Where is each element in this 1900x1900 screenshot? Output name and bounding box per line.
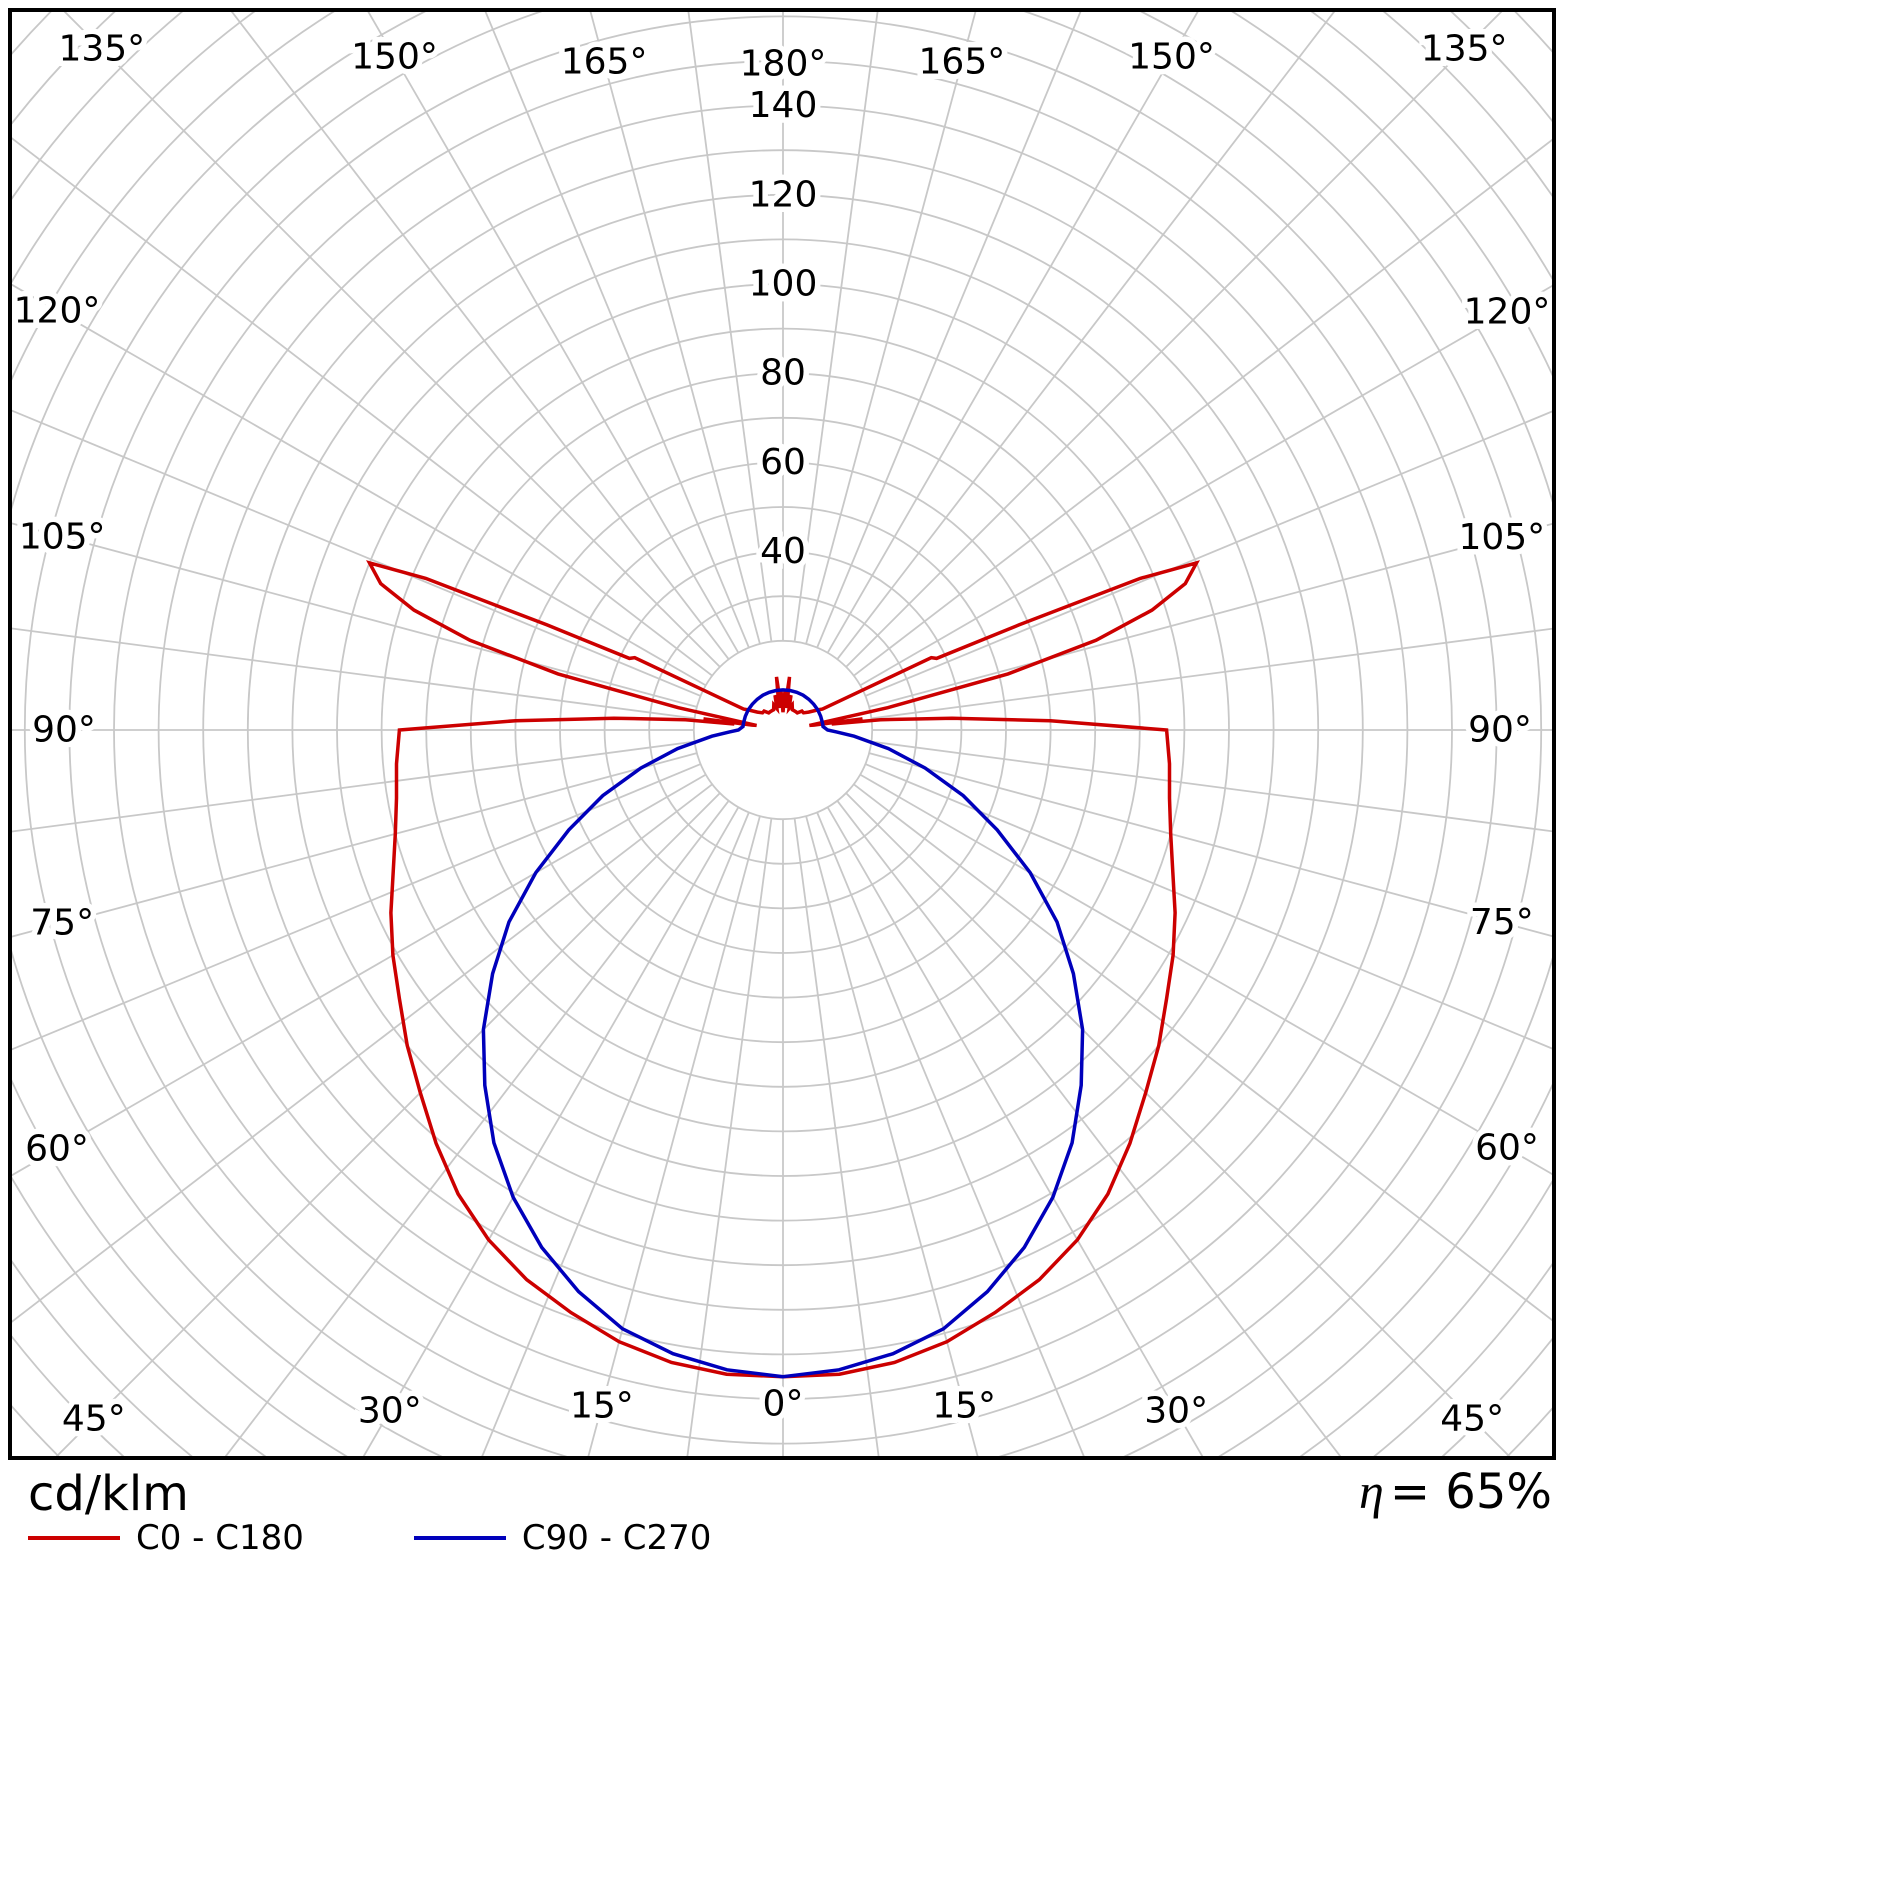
angle-label: 45° bbox=[62, 1399, 126, 1440]
efficiency-label: η = 65% bbox=[8, 1462, 1552, 1520]
legend-label-c0-c180: C0 - C180 bbox=[136, 1518, 304, 1558]
grid-spoke bbox=[12, 740, 695, 833]
grid-spoke bbox=[871, 740, 1552, 833]
angle-label: 120° bbox=[14, 290, 101, 331]
grid-spoke bbox=[865, 763, 1552, 1050]
curves bbox=[366, 560, 1200, 1379]
angle-label: 60° bbox=[1475, 1128, 1539, 1169]
grid-spoke bbox=[12, 752, 698, 938]
angle-label: 15° bbox=[570, 1385, 634, 1426]
angle-label: 15° bbox=[932, 1385, 996, 1426]
grid-ring bbox=[12, 12, 1552, 1456]
grid-spoke bbox=[367, 12, 740, 654]
grid-spoke bbox=[853, 138, 1552, 677]
eta-value: = 65% bbox=[1389, 1464, 1552, 1520]
grid-spoke bbox=[816, 812, 1085, 1456]
angle-label: 75° bbox=[1470, 902, 1534, 943]
angle-label: 135° bbox=[1421, 28, 1508, 69]
angle-label: 30° bbox=[1144, 1391, 1208, 1432]
eta-symbol: η bbox=[1359, 1463, 1384, 1519]
angle-label: 135° bbox=[58, 28, 145, 69]
grid-spoke bbox=[859, 284, 1552, 687]
unit-label: cd/klm bbox=[28, 1466, 189, 1522]
radial-tick-label: 60 bbox=[760, 442, 806, 483]
legend-item-c90-c270: C90 - C270 bbox=[413, 1518, 712, 1558]
angle-label: 105° bbox=[19, 516, 106, 557]
polar-chart-frame: 40 60 80 100 120 140 0° 15° 15° 30° 30° 45° 45° 60° 60… bbox=[8, 8, 1556, 1460]
grid-spoke bbox=[12, 409, 701, 697]
radial-tick-label: 140 bbox=[749, 85, 818, 126]
polar-grid bbox=[12, 12, 1552, 1456]
grid-spoke bbox=[230, 12, 730, 660]
curve-c90-c270 bbox=[481, 688, 1085, 1379]
grid-spoke bbox=[12, 763, 701, 1051]
grid-spoke bbox=[845, 792, 1511, 1456]
axis-labels: 40 60 80 100 120 140 0° 15° 15° 30° 30° 45° 45° 60° 60… bbox=[12, 23, 1552, 1445]
grid-spoke bbox=[224, 800, 730, 1456]
legend: C0 - C180 C90 - C270 bbox=[28, 1518, 711, 1558]
grid-spoke bbox=[805, 12, 977, 645]
angle-label: 105° bbox=[1458, 517, 1545, 558]
angle-label: 30° bbox=[358, 1391, 422, 1432]
grid-spoke bbox=[845, 12, 1503, 668]
grid-spoke bbox=[63, 12, 721, 668]
grid-spoke bbox=[836, 12, 1336, 660]
legend-swatch-c90-c270 bbox=[413, 1536, 506, 1540]
angle-label: 90° bbox=[32, 710, 96, 751]
angle-label: 180° bbox=[740, 44, 827, 85]
angle-label: 165° bbox=[919, 42, 1006, 83]
grid-spoke bbox=[871, 627, 1552, 720]
grid-spoke bbox=[481, 812, 750, 1456]
grid-spoke bbox=[836, 800, 1342, 1456]
grid-ring bbox=[12, 12, 1552, 1456]
angle-label: 150° bbox=[1128, 37, 1215, 78]
grid-spoke bbox=[816, 12, 1082, 648]
radial-tick-label: 120 bbox=[749, 174, 818, 215]
grid-spoke bbox=[484, 12, 750, 648]
grid-ring bbox=[12, 12, 1552, 1456]
grid-ring bbox=[692, 639, 874, 821]
angle-label: 0° bbox=[763, 1384, 804, 1425]
grid-spoke bbox=[805, 815, 979, 1456]
radial-tick-label: 100 bbox=[749, 264, 818, 305]
grid-spoke bbox=[865, 410, 1552, 697]
grid-spoke bbox=[793, 818, 880, 1456]
grid-spoke bbox=[362, 806, 740, 1456]
polar-chart: 40 60 80 100 120 140 0° 15° 15° 30° 30° 45° 45° 60° 60… bbox=[12, 12, 1552, 1456]
grid-spoke bbox=[868, 752, 1552, 937]
legend-label-c90-c270: C90 - C270 bbox=[521, 1518, 712, 1558]
grid-ring bbox=[12, 12, 1552, 1456]
angle-label: 165° bbox=[561, 42, 648, 83]
grid-ring bbox=[12, 12, 1552, 1456]
grid-spoke bbox=[589, 12, 761, 645]
grid-spoke bbox=[12, 627, 695, 720]
curve-c0-c180 bbox=[366, 560, 1200, 1379]
angle-label: 60° bbox=[25, 1129, 89, 1170]
grid-spoke bbox=[826, 12, 1199, 654]
grid-spoke bbox=[12, 283, 707, 687]
grid-spoke bbox=[826, 806, 1204, 1456]
angle-label: 90° bbox=[1468, 710, 1532, 751]
grid-ring bbox=[12, 12, 1552, 1456]
legend-swatch-c0-c180 bbox=[28, 1536, 120, 1540]
grid-spoke bbox=[687, 12, 773, 642]
grid-spoke bbox=[853, 783, 1552, 1322]
angle-label: 45° bbox=[1440, 1399, 1504, 1440]
grid-spoke bbox=[12, 783, 713, 1323]
radial-tick-label: 80 bbox=[760, 353, 806, 394]
angle-label: 120° bbox=[1464, 292, 1551, 333]
grid-spoke bbox=[793, 12, 879, 642]
grid-spoke bbox=[587, 815, 761, 1456]
grid-spoke bbox=[686, 818, 773, 1456]
grid-spoke bbox=[12, 137, 713, 677]
angle-label: 150° bbox=[351, 37, 438, 78]
grid-ring bbox=[12, 12, 1552, 1456]
angle-label: 75° bbox=[30, 903, 94, 944]
radial-tick-label: 40 bbox=[760, 531, 806, 572]
grid-spoke bbox=[55, 792, 721, 1456]
legend-item-c0-c180: C0 - C180 bbox=[28, 1518, 304, 1558]
